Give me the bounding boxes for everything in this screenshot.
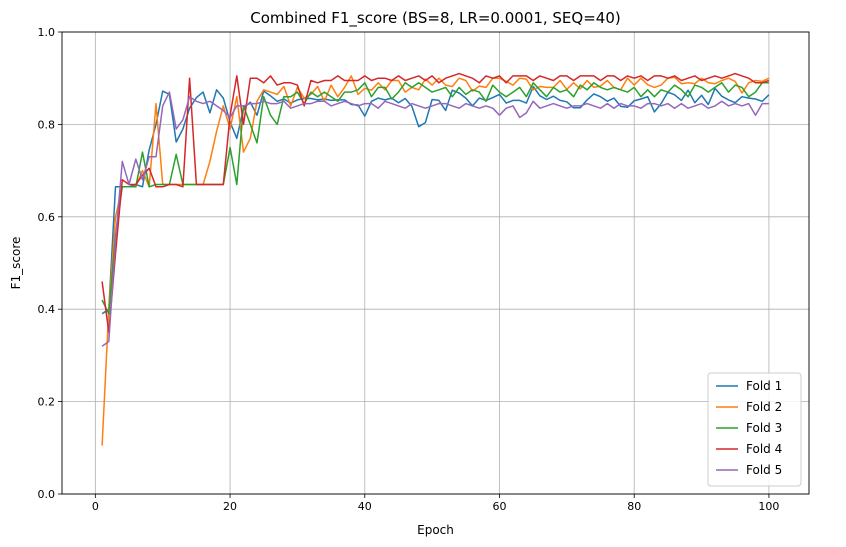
x-tick-label: 40 bbox=[358, 500, 372, 513]
axis-ticks: 0 20 40 60 80 100 0.0 0.2 0.4 0.6 0.8 1.0 bbox=[38, 26, 780, 513]
legend-label: Fold 1 bbox=[746, 379, 782, 393]
series-line-fold-5 bbox=[101, 91, 769, 347]
series-line-fold-4 bbox=[101, 72, 770, 334]
legend-label: Fold 4 bbox=[746, 442, 782, 456]
series-lines bbox=[101, 72, 770, 446]
plot-frame bbox=[61, 31, 810, 495]
y-tick-label: 0.2 bbox=[38, 396, 56, 409]
x-axis-label: Epoch bbox=[417, 523, 454, 537]
x-tick-label: 0 bbox=[92, 500, 99, 513]
y-tick-label: 0.8 bbox=[38, 118, 56, 131]
x-tick-label: 20 bbox=[223, 500, 237, 513]
legend: Fold 1 Fold 2 Fold 3 Fold 4 Fold 5 bbox=[707, 372, 802, 487]
legend-label: Fold 5 bbox=[746, 463, 782, 477]
legend-label: Fold 2 bbox=[746, 400, 782, 414]
chart-title: Combined F1_score (BS=8, LR=0.0001, SEQ=… bbox=[250, 9, 620, 28]
x-tick-label: 60 bbox=[492, 500, 506, 513]
series-line-fold-2 bbox=[101, 75, 770, 446]
y-tick-label: 0.4 bbox=[38, 303, 56, 316]
y-tick-label: 0.6 bbox=[38, 211, 56, 224]
legend-box bbox=[707, 372, 802, 487]
y-tick-label: 0.0 bbox=[38, 488, 56, 501]
legend-label: Fold 3 bbox=[746, 421, 782, 435]
y-axis-label: F1_score bbox=[9, 237, 23, 290]
x-tick-label: 100 bbox=[758, 500, 779, 513]
y-tick-label: 1.0 bbox=[38, 26, 56, 39]
series-line-fold-1 bbox=[101, 85, 770, 315]
x-tick-label: 80 bbox=[627, 500, 641, 513]
